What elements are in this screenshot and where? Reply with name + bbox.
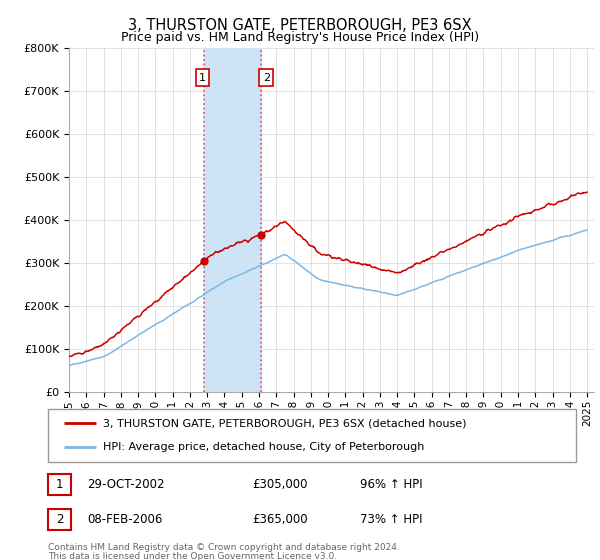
Text: 1: 1 [56, 478, 63, 491]
Text: 2: 2 [263, 73, 270, 83]
Text: HPI: Average price, detached house, City of Peterborough: HPI: Average price, detached house, City… [103, 442, 425, 452]
Text: £305,000: £305,000 [252, 478, 308, 491]
Text: 73% ↑ HPI: 73% ↑ HPI [360, 513, 422, 526]
Text: 3, THURSTON GATE, PETERBOROUGH, PE3 6SX: 3, THURSTON GATE, PETERBOROUGH, PE3 6SX [128, 18, 472, 33]
Text: Contains HM Land Registry data © Crown copyright and database right 2024.: Contains HM Land Registry data © Crown c… [48, 543, 400, 552]
Text: £365,000: £365,000 [252, 513, 308, 526]
Text: 1: 1 [199, 73, 206, 83]
Text: 08-FEB-2006: 08-FEB-2006 [87, 513, 163, 526]
Text: Price paid vs. HM Land Registry's House Price Index (HPI): Price paid vs. HM Land Registry's House … [121, 31, 479, 44]
Text: 96% ↑ HPI: 96% ↑ HPI [360, 478, 422, 491]
Text: 29-OCT-2002: 29-OCT-2002 [87, 478, 164, 491]
Text: 2: 2 [56, 513, 63, 526]
Text: 3, THURSTON GATE, PETERBOROUGH, PE3 6SX (detached house): 3, THURSTON GATE, PETERBOROUGH, PE3 6SX … [103, 418, 467, 428]
Bar [204, 48, 261, 392]
Text: This data is licensed under the Open Government Licence v3.0.: This data is licensed under the Open Gov… [48, 552, 337, 560]
